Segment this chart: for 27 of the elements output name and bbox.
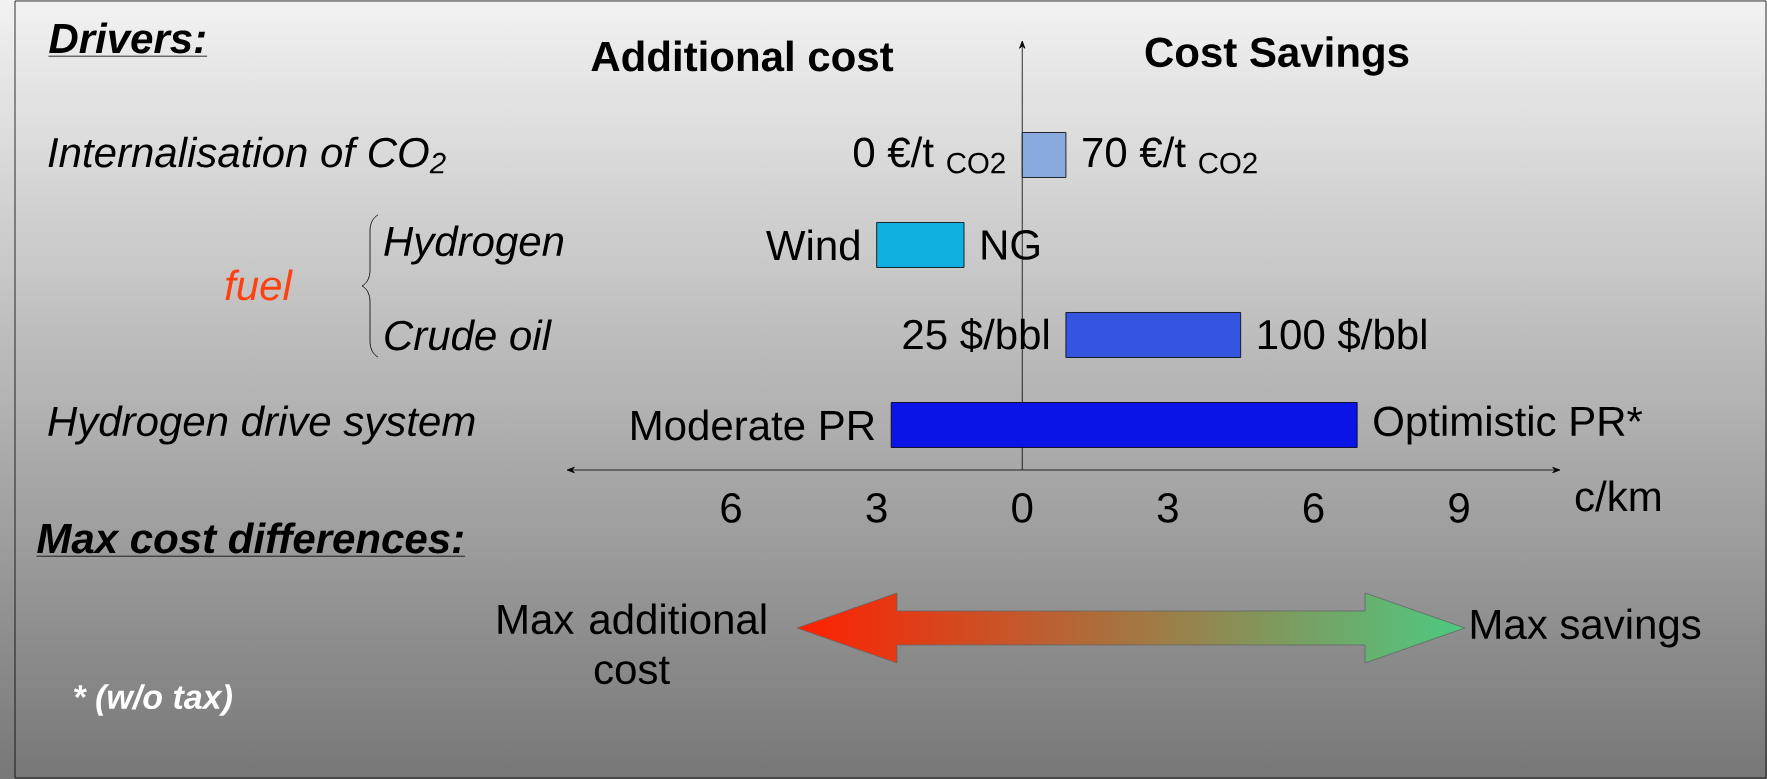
text: Max cost differences:	[37, 522, 463, 554]
annotation: 0 €/t $_{CO2}$	[853, 136, 1005, 174]
text: Drivers:	[49, 22, 205, 54]
y-tick-label: Hydrogen	[384, 225, 564, 265]
x-tick-label: 0	[1012, 493, 1033, 523]
bar	[1065, 312, 1242, 358]
x-tick-label: 6	[1303, 493, 1324, 523]
x-tick-label: 9	[1449, 493, 1469, 523]
x-axis-title: c/km	[1575, 480, 1660, 512]
annotation: 100 $/bbl	[1258, 317, 1426, 352]
text: * (w/o tax)	[73, 684, 232, 716]
x-tick-label: 3	[866, 493, 887, 523]
x-tick-label: 6	[721, 493, 741, 523]
text: Max savings	[1471, 608, 1701, 648]
annotation: Optimistic PR*	[1374, 405, 1643, 445]
bar	[876, 222, 965, 268]
x-tick-label: 3	[1157, 493, 1178, 523]
y-tick-label: Crude oil	[385, 319, 552, 351]
annotation: Cost Savings	[1145, 36, 1409, 76]
y-tick-label: Hydrogen drive system	[48, 405, 475, 445]
text: Max additional cost	[498, 603, 766, 685]
annotation: 70 €/t $_{CO2}$	[1083, 136, 1257, 174]
annotation: Additional cost	[591, 40, 894, 72]
text: fuel	[225, 269, 293, 301]
annotation: Moderate PR	[632, 409, 875, 441]
annotation: Wind	[766, 229, 859, 261]
y-tick-label: Internalisation of CO$_{2}$	[48, 136, 446, 174]
